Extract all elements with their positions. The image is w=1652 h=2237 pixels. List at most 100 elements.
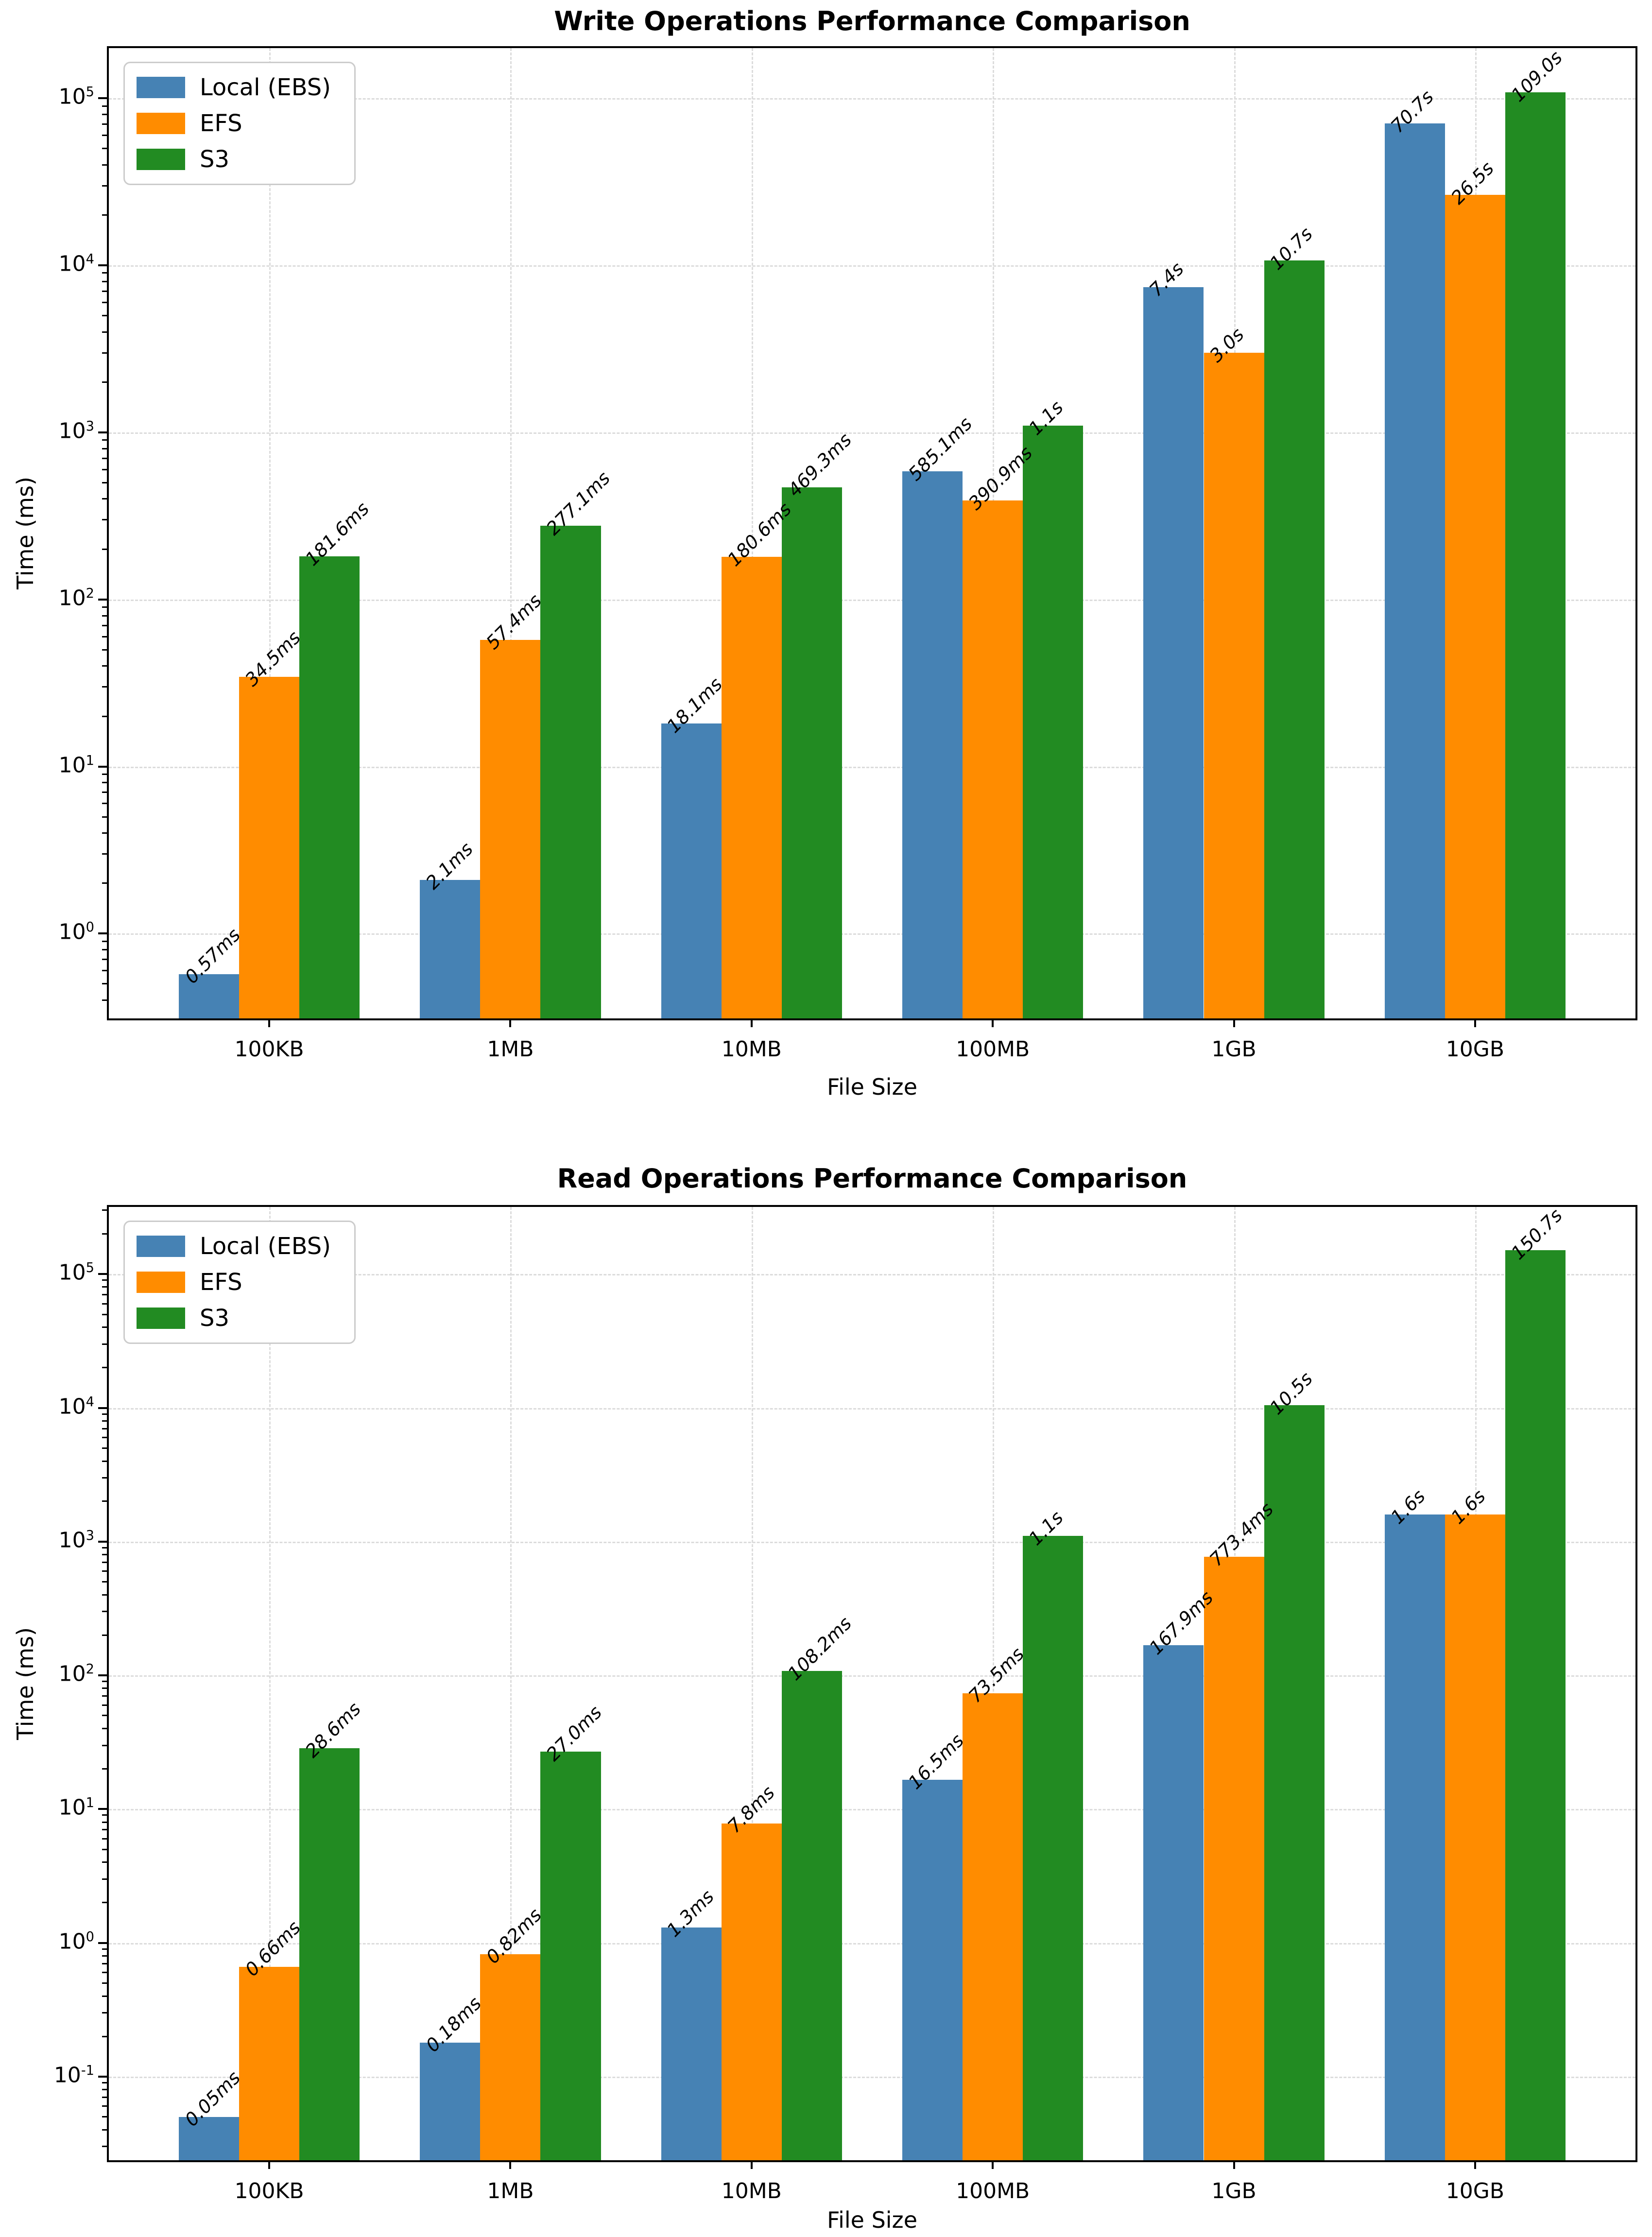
y-minor-tick	[102, 999, 107, 1001]
y-tick-label: 10-1	[53, 2063, 94, 2088]
y-minor-tick	[102, 782, 107, 784]
y-major-tick	[98, 2075, 107, 2078]
y-minor-tick	[102, 1768, 107, 1770]
y-minor-tick	[102, 1821, 107, 1823]
y-minor-tick	[102, 1547, 107, 1549]
y-minor-tick	[102, 2129, 107, 2131]
bar-EFS-100MB	[963, 500, 1023, 1018]
y-minor-tick	[102, 949, 107, 951]
y-minor-tick	[102, 1303, 107, 1305]
y-minor-tick	[102, 1715, 107, 1717]
y-minor-tick	[102, 114, 107, 116]
bar-S3-10GB	[1505, 1250, 1566, 2160]
x-tick-label: 10GB	[1446, 1037, 1505, 1062]
bar-EFS-10MB	[721, 556, 782, 1018]
read-chart-title: Read Operations Performance Comparison	[557, 1163, 1187, 1194]
legend-item: S3	[137, 146, 331, 173]
y-tick-label: 103	[58, 418, 94, 444]
y-major-tick	[98, 97, 107, 100]
y-minor-tick	[102, 1962, 107, 1964]
h-gridline	[109, 599, 1635, 601]
bar-S3-1MB	[540, 525, 601, 1018]
y-minor-tick	[102, 352, 107, 354]
y-minor-tick	[102, 1634, 107, 1636]
y-minor-tick	[102, 302, 107, 304]
y-minor-tick	[102, 983, 107, 985]
h-gridline	[109, 2076, 1635, 2078]
bar-Local (EBS)-10GB	[1384, 1514, 1445, 2160]
h-gridline	[109, 1541, 1635, 1543]
bar-EFS-1GB	[1204, 353, 1264, 1018]
x-tick-label: 10MB	[721, 2179, 782, 2203]
bar-S3-1GB	[1264, 260, 1325, 1018]
y-minor-tick	[102, 1829, 107, 1831]
y-minor-tick	[102, 281, 107, 283]
v-gridline	[510, 1207, 512, 2160]
y-minor-tick	[102, 1594, 107, 1596]
write-chart-legend: Local (EBS) EFS S3	[123, 62, 356, 185]
y-minor-tick	[102, 135, 107, 137]
bar-S3-1MB	[540, 1751, 601, 2160]
legend-label: Local (EBS)	[200, 74, 331, 101]
Local (EBS)-color-swatch	[137, 1236, 185, 1257]
y-minor-tick	[102, 105, 107, 107]
EFS-color-swatch	[137, 1272, 185, 1293]
v-gridline	[269, 48, 271, 1018]
h-gridline	[109, 1943, 1635, 1944]
y-minor-tick	[102, 2097, 107, 2099]
y-minor-tick	[102, 959, 107, 961]
y-minor-tick	[102, 1955, 107, 1957]
x-tick-label: 1GB	[1211, 1037, 1256, 1062]
bar-EFS-100KB	[239, 676, 300, 1018]
y-minor-tick	[102, 164, 107, 166]
y-minor-tick	[102, 2089, 107, 2091]
y-minor-tick	[102, 2082, 107, 2083]
x-tick-label: 100MB	[956, 1037, 1030, 1062]
y-minor-tick	[102, 457, 107, 459]
y-minor-tick	[102, 482, 107, 483]
y-minor-tick	[102, 272, 107, 274]
y-minor-tick	[102, 148, 107, 150]
y-tick-label: 104	[58, 1394, 94, 1419]
h-gridline	[109, 1675, 1635, 1677]
y-minor-tick	[102, 882, 107, 884]
bar-S3-10GB	[1505, 92, 1566, 1018]
x-tick	[992, 1018, 994, 1027]
y-minor-tick	[102, 1420, 107, 1422]
write-chart-y-axis-label: Time (ms)	[12, 477, 38, 589]
y-major-tick	[98, 598, 107, 601]
x-tick-label: 100KB	[234, 2179, 304, 2203]
bar-EFS-1MB	[480, 639, 541, 1018]
h-gridline	[109, 265, 1635, 267]
y-major-tick	[98, 765, 107, 768]
y-minor-tick	[102, 940, 107, 942]
Local (EBS)-color-swatch	[137, 77, 185, 98]
bar-EFS-1MB	[480, 1954, 541, 2160]
y-minor-tick	[102, 1233, 107, 1235]
y-minor-tick	[102, 686, 107, 688]
bar-EFS-10GB	[1445, 1514, 1505, 2160]
v-gridline	[269, 1207, 271, 2160]
x-tick	[1474, 1018, 1476, 1027]
y-minor-tick	[102, 1313, 107, 1315]
x-tick-label: 1MB	[487, 1037, 534, 1062]
y-minor-tick	[102, 1500, 107, 1502]
h-gridline	[109, 1408, 1635, 1410]
h-gridline	[109, 1809, 1635, 1811]
bar-S3-1GB	[1264, 1405, 1325, 2160]
read-chart-plot-area: Local (EBS) EFS S3 10-1 100 101 102 103 104 105 1…	[54, 1205, 1637, 2203]
y-tick-label: 102	[58, 1661, 94, 1686]
v-gridline	[751, 48, 753, 1018]
x-tick-label: 1MB	[487, 2179, 534, 2203]
y-tick-label: 105	[58, 85, 94, 110]
y-minor-tick	[102, 123, 107, 125]
y-minor-tick	[102, 1209, 107, 1211]
x-tick-label: 100KB	[234, 1037, 304, 1062]
y-minor-tick	[102, 803, 107, 805]
y-minor-tick	[102, 381, 107, 383]
y-minor-tick	[102, 624, 107, 626]
y-minor-tick	[102, 1437, 107, 1439]
y-minor-tick	[102, 636, 107, 637]
y-minor-tick	[102, 773, 107, 775]
legend-item: S3	[137, 1305, 331, 1332]
